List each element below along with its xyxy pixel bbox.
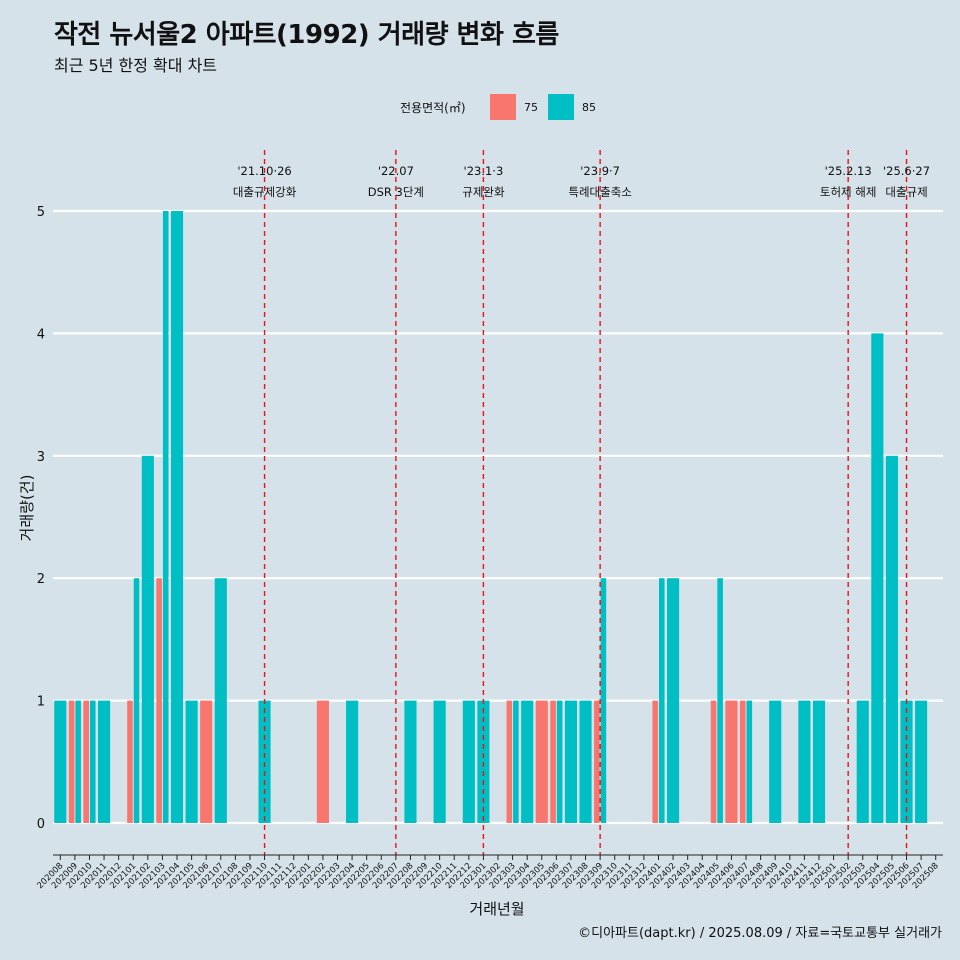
bar-85-202411: [798, 700, 811, 823]
bar-85-202507: [915, 700, 928, 823]
x-axis: 2020082020092020102020112020122021012021…: [35, 854, 943, 891]
bar-85-202204: [346, 700, 359, 823]
legend: 전용면적(㎡) 75 85: [400, 94, 596, 120]
bar-75-202305: [535, 700, 548, 823]
annotation-date: '22.07: [378, 164, 414, 178]
bar-85-202101: [133, 578, 140, 823]
bar-85-202504: [871, 333, 884, 823]
bar-85-202301: [477, 700, 490, 823]
legend-label-85: 85: [582, 101, 596, 114]
bar-75-202401: [652, 700, 658, 823]
bar-85-202210: [433, 700, 446, 823]
bar-85-202412: [812, 700, 826, 823]
annotation-label: 규제완화: [462, 185, 505, 199]
bar-85-202306: [556, 700, 563, 823]
annotation-label: 토허제 해제: [820, 185, 877, 199]
annotation-label: 대출규제: [885, 185, 927, 199]
legend-label-75: 75: [524, 101, 538, 114]
bar-85-202102: [141, 455, 154, 823]
bar-85-202212: [462, 700, 475, 823]
bar-85-202304: [521, 700, 534, 823]
bar-75-202103: [156, 578, 162, 823]
annotation-date: '23.9·7: [580, 164, 620, 178]
bar-75-202009: [68, 700, 75, 823]
legend-swatch-85: [548, 94, 574, 120]
bar-85-202407: [746, 700, 753, 823]
bar-85-202008: [54, 700, 67, 823]
bar-85-202506: [900, 700, 913, 823]
bars: [54, 211, 928, 823]
bar-75-202406: [725, 700, 738, 823]
bar-75-202309: [594, 700, 600, 823]
gridlines: [53, 209, 943, 825]
chart-title: 작전 뉴서울2 아파트(1992) 거래량 변화 흐름: [54, 20, 559, 50]
legend-title: 전용면적(㎡): [400, 101, 466, 115]
bar-85-202009: [75, 700, 81, 823]
bar-75-202202: [316, 700, 329, 823]
bar-85-202103: [162, 211, 169, 823]
bar-85-202307: [564, 700, 578, 823]
annotation-date: '23.1·3: [464, 164, 504, 178]
bar-85-202503: [856, 700, 869, 823]
bar-85-202104: [170, 211, 184, 823]
x-axis-title: 거래년월: [469, 900, 524, 918]
bar-75-202405: [710, 700, 717, 823]
y-axis-title: 거래량(건): [18, 475, 36, 542]
legend-swatch-75: [490, 94, 516, 120]
bar-85-202402: [667, 578, 680, 823]
annotation-label: 특례대출축소: [568, 185, 631, 199]
annotation-label: 대출규제강화: [233, 185, 297, 199]
chart-subtitle: 최근 5년 한정 확대 차트: [54, 56, 218, 75]
annotation-date: '25.6·27: [883, 164, 930, 178]
bar-85-202308: [579, 700, 592, 823]
bar-75-202010: [83, 700, 89, 823]
y-tick-label: 0: [37, 817, 45, 832]
bar-85-202208: [404, 700, 417, 823]
annotation-date: '21.10·26: [237, 164, 291, 178]
bar-85-202107: [214, 578, 227, 823]
y-tick-label: 2: [37, 572, 45, 587]
bar-85-202401: [658, 578, 665, 823]
y-tick-label: 1: [37, 695, 45, 710]
bar-75-202106: [200, 700, 213, 823]
bar-85-202409: [769, 700, 782, 823]
y-tick-label: 4: [37, 327, 45, 342]
bar-85-202011: [98, 700, 111, 823]
y-tick-label: 3: [37, 450, 45, 465]
bar-75-202303: [506, 700, 513, 823]
bar-75-202101: [127, 700, 133, 823]
bar-85-202105: [185, 700, 198, 823]
bar-85-202303: [513, 700, 519, 823]
bar-75-202407: [739, 700, 746, 823]
bar-75-202306: [550, 700, 556, 823]
bar-85-202010: [89, 700, 96, 823]
bar-85-202309: [600, 578, 607, 823]
y-tick-label: 5: [37, 205, 45, 220]
bar-85-202110: [258, 700, 271, 823]
annotation-label: DSR 3단계: [368, 185, 424, 199]
caption: ©디아파트(dapt.kr) / 2025.08.09 / 자료=국토교통부 실…: [578, 926, 942, 941]
bar-85-202505: [885, 455, 898, 823]
annotations: '21.10·26 대출규제강화 '22.07 DSR 3단계 '23.1·3 규제완화 '…: [233, 150, 930, 855]
annotation-date: '25.2.13: [825, 164, 872, 178]
bar-85-202405: [717, 578, 723, 823]
y-axis: 0 1 2 3 4 5: [37, 205, 45, 832]
